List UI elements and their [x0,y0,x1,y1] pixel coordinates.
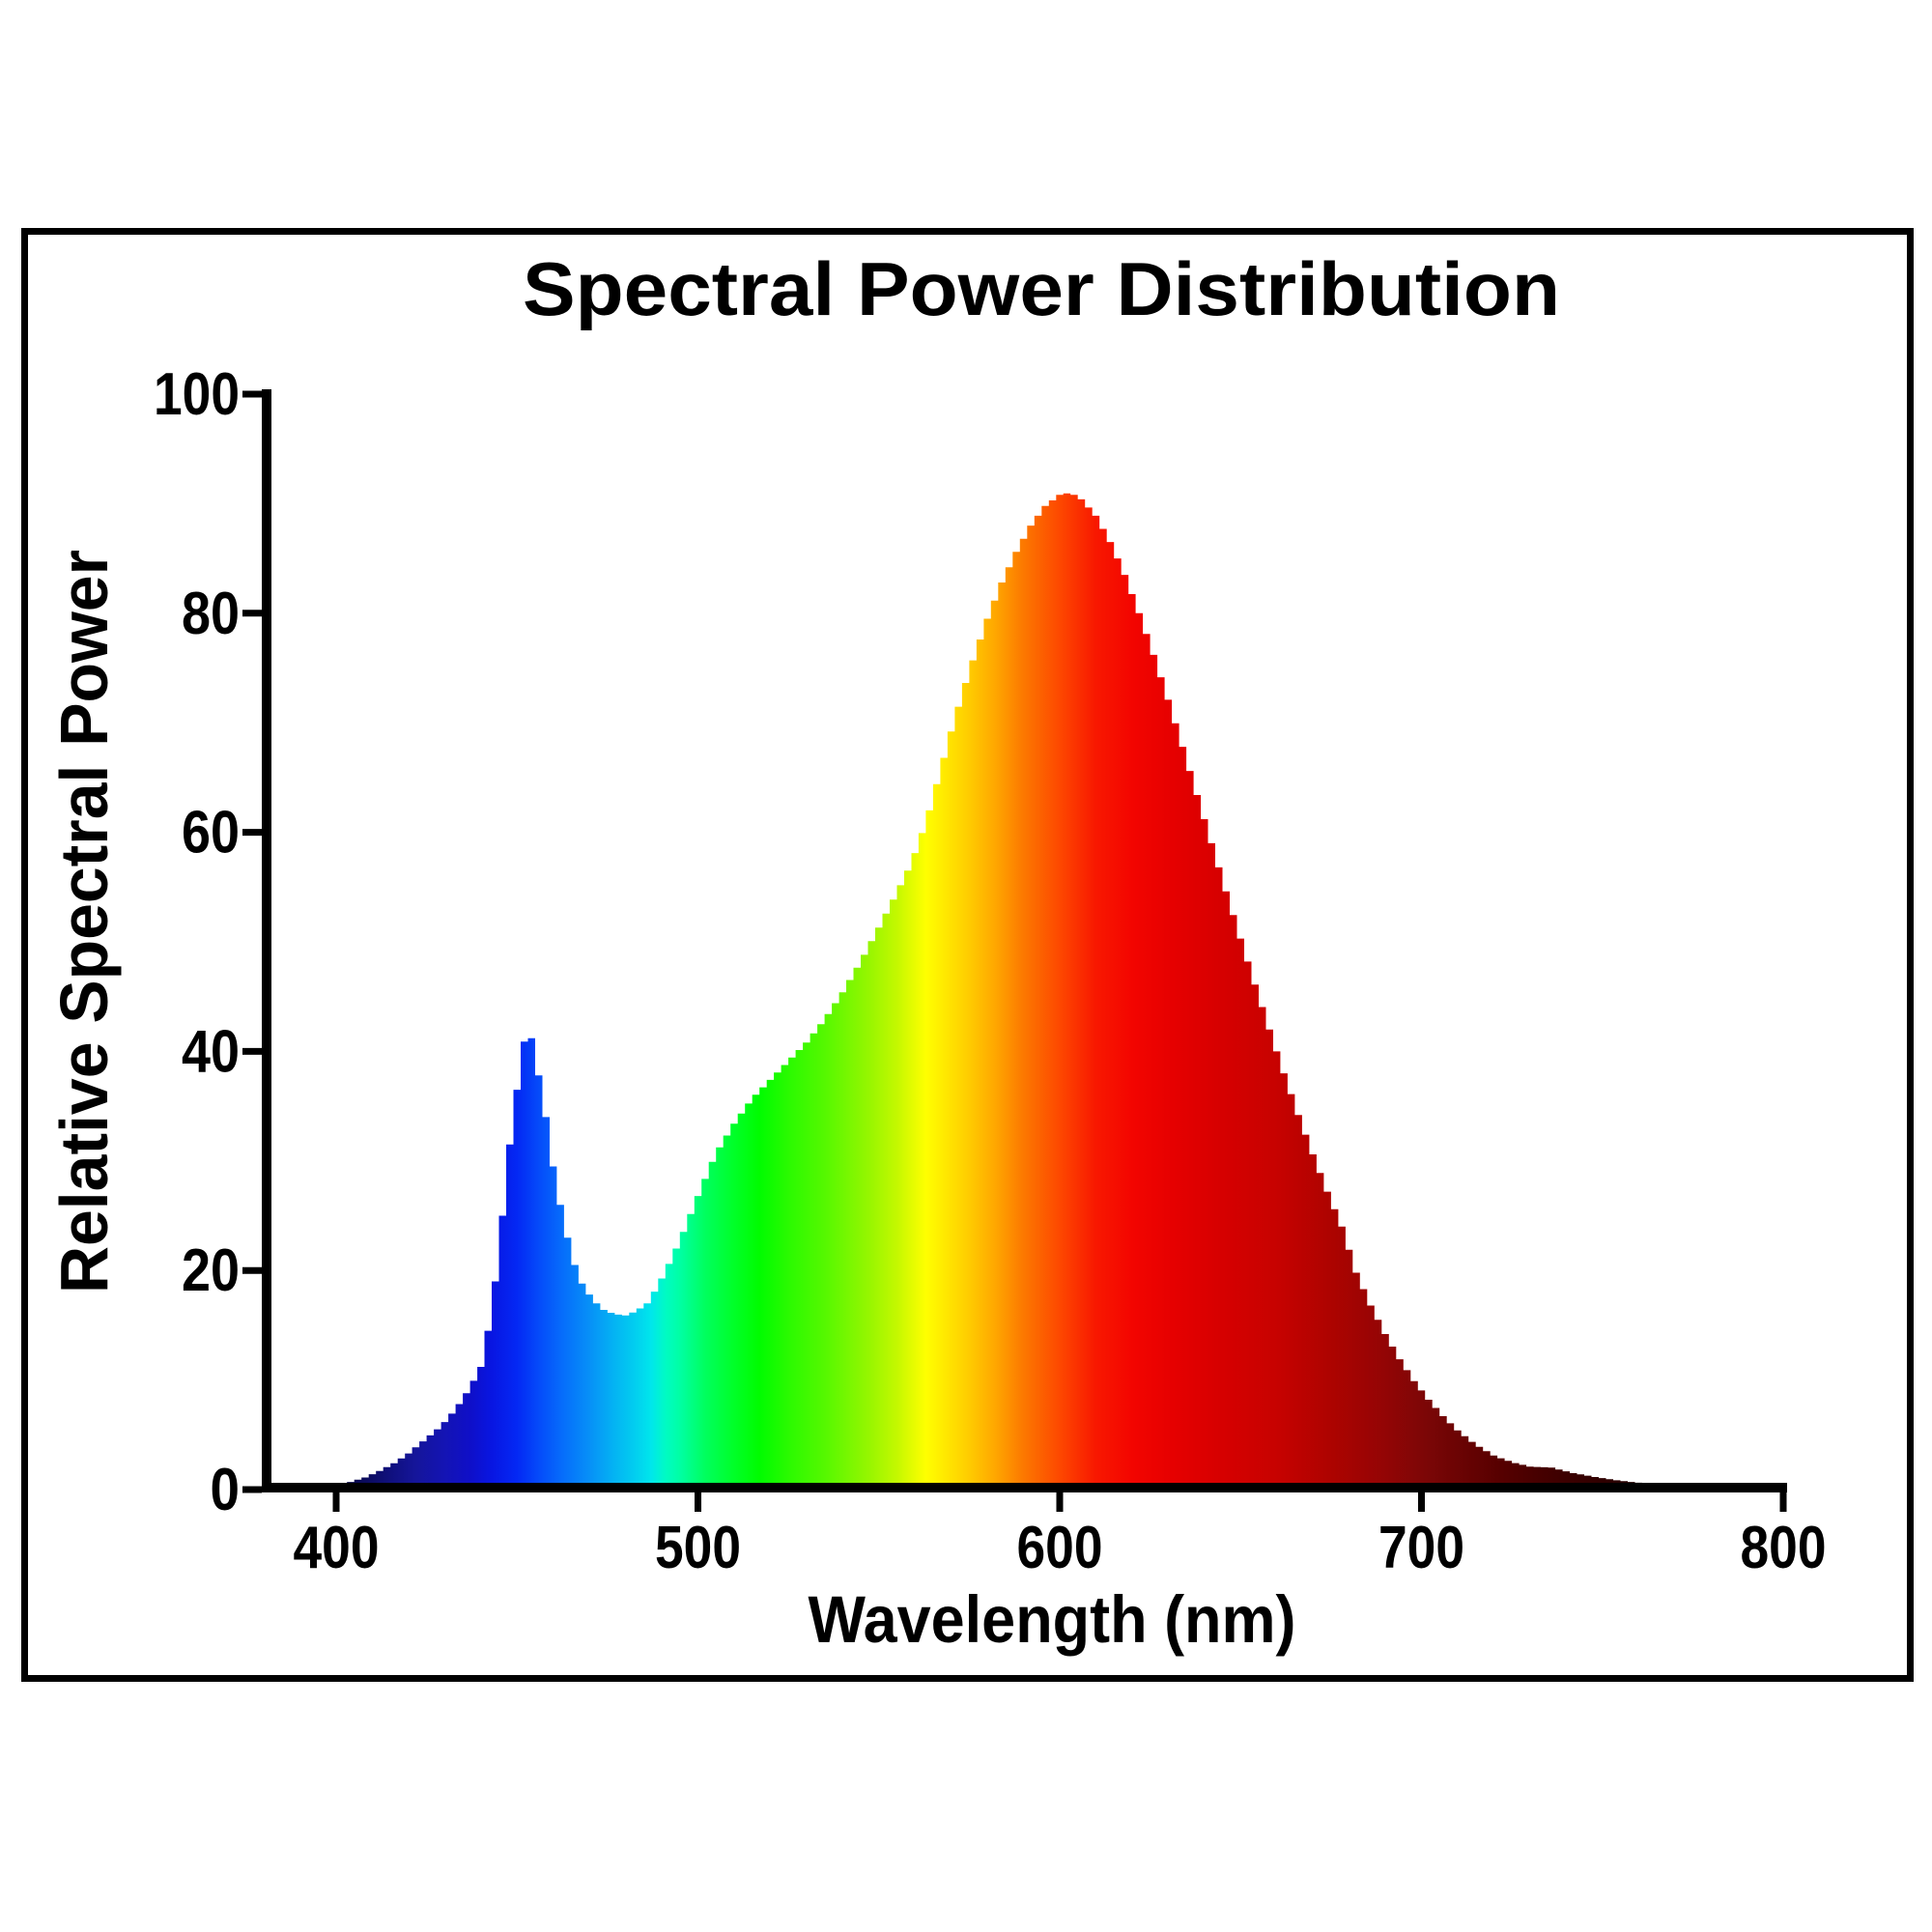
svg-text:80: 80 [182,581,240,647]
svg-text:Spectral Power Distribution: Spectral Power Distribution [523,246,1560,331]
svg-text:600: 600 [1017,1515,1103,1581]
svg-text:100: 100 [154,361,240,428]
svg-text:20: 20 [182,1237,240,1304]
svg-text:Relative Spectral Power: Relative Spectral Power [46,550,122,1293]
svg-text:400: 400 [294,1515,380,1581]
svg-text:700: 700 [1378,1515,1464,1581]
svg-text:40: 40 [182,1018,240,1085]
svg-text:Wavelength (nm): Wavelength (nm) [809,1582,1296,1657]
svg-text:60: 60 [182,800,240,867]
svg-text:0: 0 [211,1457,241,1523]
svg-text:500: 500 [655,1515,741,1581]
svg-text:800: 800 [1741,1515,1827,1581]
